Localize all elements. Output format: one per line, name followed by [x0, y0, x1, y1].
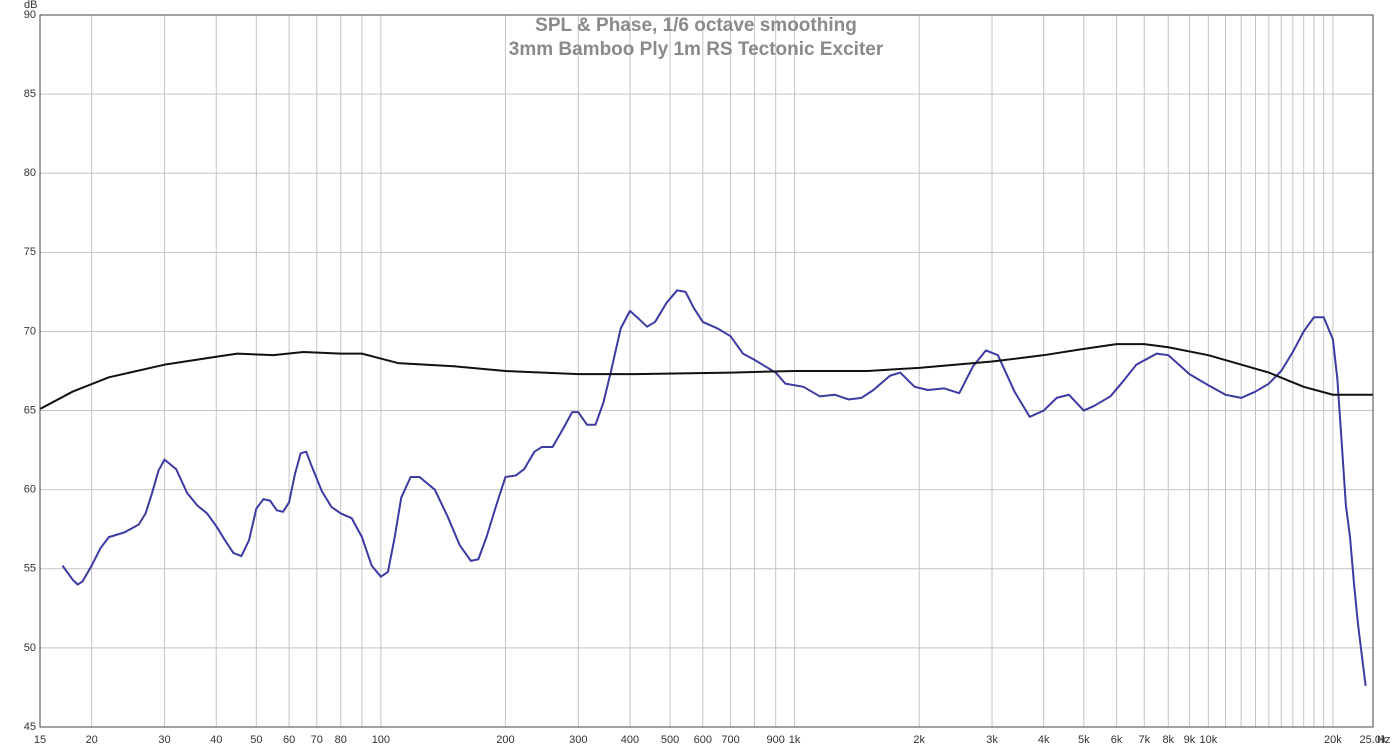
y-tick-label: 55	[24, 563, 36, 575]
x-tick-label: 10k	[1199, 734, 1217, 746]
y-axis-label: dB	[24, 0, 37, 11]
x-tick-label: 400	[621, 734, 639, 746]
x-tick-label: 8k	[1162, 734, 1174, 746]
x-tick-label: 300	[569, 734, 587, 746]
x-tick-label: 600	[694, 734, 712, 746]
x-tick-label: 3k	[986, 734, 998, 746]
y-tick-label: 70	[24, 325, 36, 337]
x-tick-label: 60	[283, 734, 295, 746]
x-tick-label: 50	[250, 734, 262, 746]
x-tick-label: 4k	[1038, 734, 1050, 746]
series-line	[61, 289, 1367, 686]
x-tick-label: 1k	[789, 734, 801, 746]
y-tick-label: 90	[24, 9, 36, 21]
chart-title: SPL & Phase, 1/6 octave smoothing	[535, 15, 857, 36]
x-tick-label: 6k	[1111, 734, 1123, 746]
x-tick-label: 20k	[1324, 734, 1342, 746]
x-tick-label: 100	[372, 734, 390, 746]
x-tick-label: 15	[34, 734, 46, 746]
x-tick-label: 70	[311, 734, 323, 746]
x-tick-label: 200	[496, 734, 514, 746]
y-tick-label: 65	[24, 404, 36, 416]
plot-frame	[39, 14, 1374, 728]
x-tick-label: 30	[158, 734, 170, 746]
y-tick-label: 80	[24, 167, 36, 179]
y-tick-label: 75	[24, 246, 36, 258]
chart-subtitle: 3mm Bamboo Ply 1m RS Tectonic Exciter	[509, 39, 884, 60]
y-tick-label: 85	[24, 88, 36, 100]
x-tick-label: 7k	[1138, 734, 1150, 746]
y-tick-label: 50	[24, 642, 36, 654]
x-axis-label: Hz	[1377, 734, 1390, 746]
lines	[39, 289, 1373, 686]
x-tick-label: 500	[661, 734, 679, 746]
plot-area	[40, 15, 1373, 727]
series-line	[39, 343, 1373, 410]
y-tick-label: 60	[24, 484, 36, 496]
x-tick-label: 25.0k	[1360, 734, 1387, 746]
x-tick-label: 5k	[1078, 734, 1090, 746]
x-tick-label: 80	[335, 734, 347, 746]
x-tick-label: 900	[767, 734, 785, 746]
x-tick-label: 20	[86, 734, 98, 746]
x-tick-label: 700	[721, 734, 739, 746]
x-tick-label: 2k	[913, 734, 925, 746]
x-tick-label: 9k	[1184, 734, 1196, 746]
x-tick-label: 40	[210, 734, 222, 746]
y-tick-label: 45	[24, 721, 36, 733]
